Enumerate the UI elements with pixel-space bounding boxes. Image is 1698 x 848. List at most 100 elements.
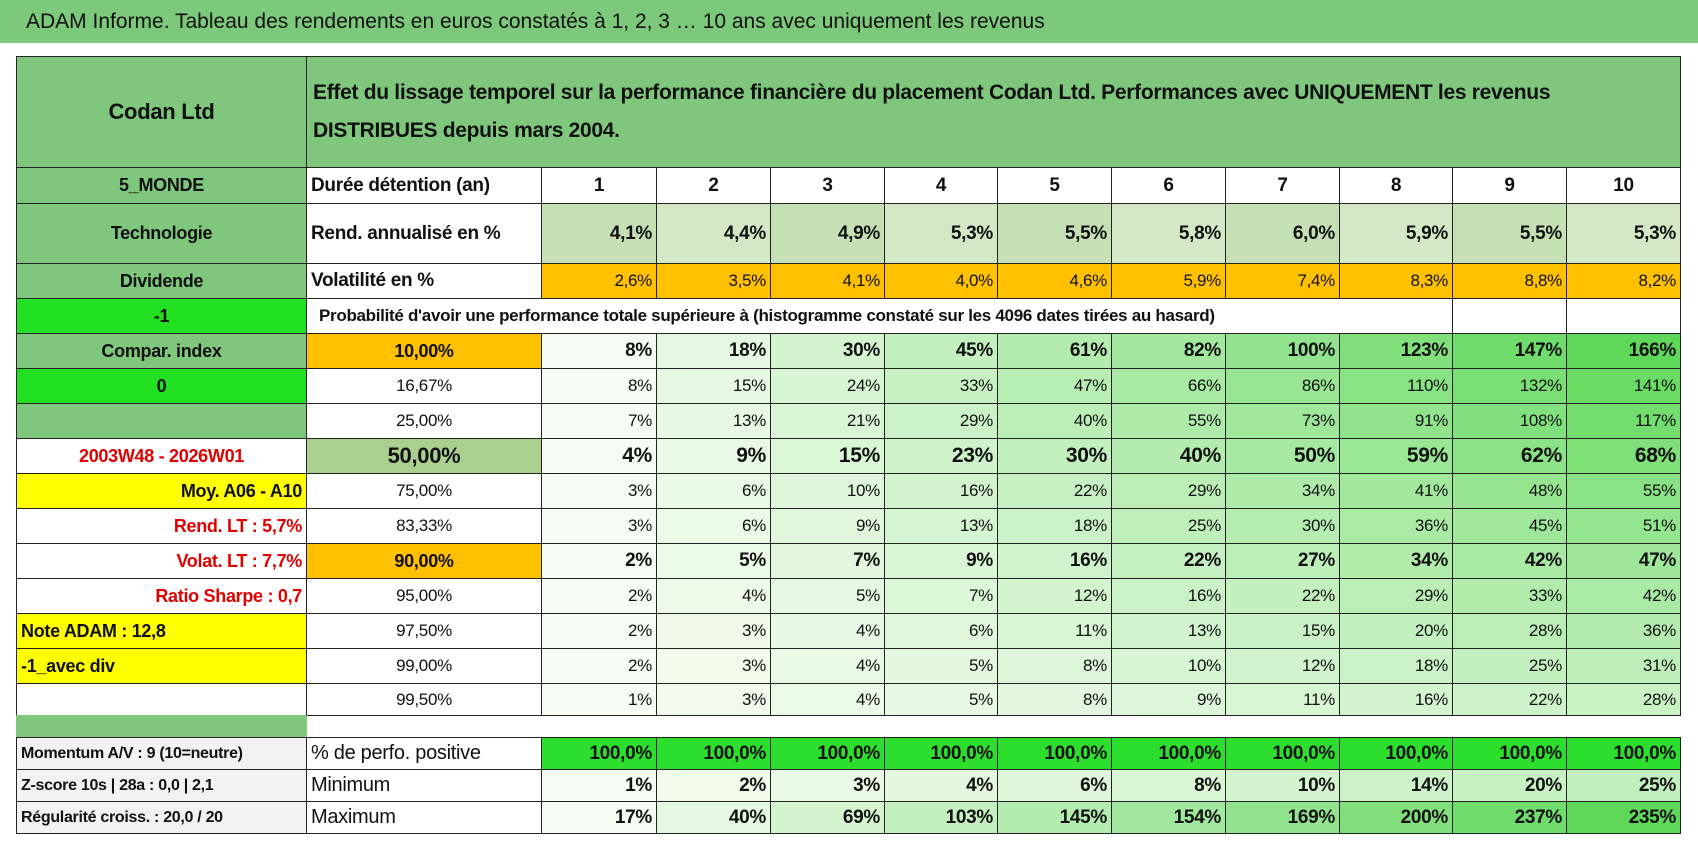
value-cell: 34%	[1339, 543, 1453, 579]
value-cell: 5%	[884, 648, 998, 684]
value-cell: 8,8%	[1452, 263, 1567, 299]
value-cell: 29%	[1111, 473, 1226, 509]
value-cell: 2%	[541, 613, 657, 649]
value-cell: 5,5%	[1452, 203, 1567, 264]
value-cell: 61%	[997, 333, 1112, 369]
value-cell: 2%	[541, 648, 657, 684]
row-label: Note ADAM : 12,8	[16, 613, 307, 649]
value-cell: 47%	[1566, 543, 1681, 579]
value-cell: 1%	[541, 683, 657, 716]
summary-cell: 25%	[1566, 769, 1681, 802]
value-cell: 22%	[1111, 543, 1226, 579]
summary-cell: 100,0%	[884, 737, 998, 770]
row-label	[16, 403, 307, 439]
value-cell: 10%	[770, 473, 885, 509]
value-cell: 73%	[1225, 403, 1340, 439]
value-cell: 45%	[1452, 508, 1567, 544]
value-cell: 1	[541, 167, 657, 204]
value-cell: 4%	[770, 648, 885, 684]
value-cell: 8%	[997, 648, 1112, 684]
value-cell: 4%	[656, 578, 771, 614]
row-head: 16,67%	[306, 368, 542, 404]
summary-cell: 145%	[997, 801, 1112, 834]
value-cell: 22%	[997, 473, 1112, 509]
value-cell: 7%	[541, 403, 657, 439]
value-cell: 2%	[541, 543, 657, 579]
value-cell: 36%	[1566, 613, 1681, 649]
company-name: Codan Ltd	[16, 56, 307, 168]
value-cell: 47%	[997, 368, 1112, 404]
row-head: 95,00%	[306, 578, 542, 614]
row-label: Volat. LT : 7,7%	[16, 543, 307, 579]
value-cell: 8%	[541, 368, 657, 404]
summary-cell: 100,0%	[997, 737, 1112, 770]
value-cell: 4,1%	[541, 203, 657, 264]
summary-cell: 100,0%	[1452, 737, 1567, 770]
row-head: 25,00%	[306, 403, 542, 439]
value-cell: 4,0%	[884, 263, 998, 299]
value-cell: 9%	[1111, 683, 1226, 716]
value-cell: 13%	[884, 508, 998, 544]
value-cell: 82%	[1111, 333, 1226, 369]
value-cell: 8,3%	[1339, 263, 1453, 299]
value-cell: 6%	[656, 473, 771, 509]
value-cell: 4,1%	[770, 263, 885, 299]
summary-cell: 4%	[884, 769, 998, 802]
summary-cell: 8%	[1111, 769, 1226, 802]
value-cell: 3%	[656, 648, 771, 684]
value-cell: 2,6%	[541, 263, 657, 299]
value-cell: 5,3%	[1566, 203, 1681, 264]
value-cell: 55%	[1111, 403, 1226, 439]
row-label: -1	[16, 298, 307, 334]
row-head: 97,50%	[306, 613, 542, 649]
value-cell: 16%	[1111, 578, 1226, 614]
value-cell: 30%	[1225, 508, 1340, 544]
value-cell: 3%	[541, 508, 657, 544]
value-cell: 4,9%	[770, 203, 885, 264]
value-cell: 50%	[1225, 438, 1340, 474]
value-cell: 5%	[656, 543, 771, 579]
value-cell: 62%	[1452, 438, 1567, 474]
value-cell: 33%	[1452, 578, 1567, 614]
value-cell: 18%	[656, 333, 771, 369]
value-cell: 5,8%	[1111, 203, 1226, 264]
value-cell: 7%	[770, 543, 885, 579]
row-head: Rend. annualisé en %	[306, 203, 542, 264]
row-label: Rend. LT : 5,7%	[16, 508, 307, 544]
value-cell: 22%	[1452, 683, 1567, 716]
value-cell: 147%	[1452, 333, 1567, 369]
value-cell: 34%	[1225, 473, 1340, 509]
value-cell: 117%	[1566, 403, 1681, 439]
value-cell: 25%	[1111, 508, 1226, 544]
value-cell: 3%	[656, 613, 771, 649]
summary-cell: 40%	[656, 801, 771, 834]
value-cell: 10%	[1111, 648, 1226, 684]
value-cell: 4%	[770, 683, 885, 716]
value-cell: 51%	[1566, 508, 1681, 544]
summary-cell: 1%	[541, 769, 657, 802]
value-cell: 12%	[1225, 648, 1340, 684]
row-head: 99,00%	[306, 648, 542, 684]
summary-cell: 2%	[656, 769, 771, 802]
empty-cell	[1452, 298, 1567, 334]
summary-cell: 100,0%	[541, 737, 657, 770]
row-head: 90,00%	[306, 543, 542, 579]
value-cell: 3%	[541, 473, 657, 509]
summary-cell: 3%	[770, 769, 885, 802]
value-cell: 30%	[770, 333, 885, 369]
value-cell: 42%	[1452, 543, 1567, 579]
summary-cell: 235%	[1566, 801, 1681, 834]
value-cell: 28%	[1452, 613, 1567, 649]
summary-cell: 20%	[1452, 769, 1567, 802]
value-cell: 55%	[1566, 473, 1681, 509]
value-cell: 10	[1566, 167, 1681, 204]
summary-cell: 154%	[1111, 801, 1226, 834]
value-cell: 16%	[884, 473, 998, 509]
value-cell: 4,4%	[656, 203, 771, 264]
summary-cell: 100,0%	[1225, 737, 1340, 770]
value-cell: 108%	[1452, 403, 1567, 439]
value-cell: 15%	[656, 368, 771, 404]
value-cell: 5,5%	[997, 203, 1112, 264]
summary-cell: 237%	[1452, 801, 1567, 834]
summary-cell: 103%	[884, 801, 998, 834]
